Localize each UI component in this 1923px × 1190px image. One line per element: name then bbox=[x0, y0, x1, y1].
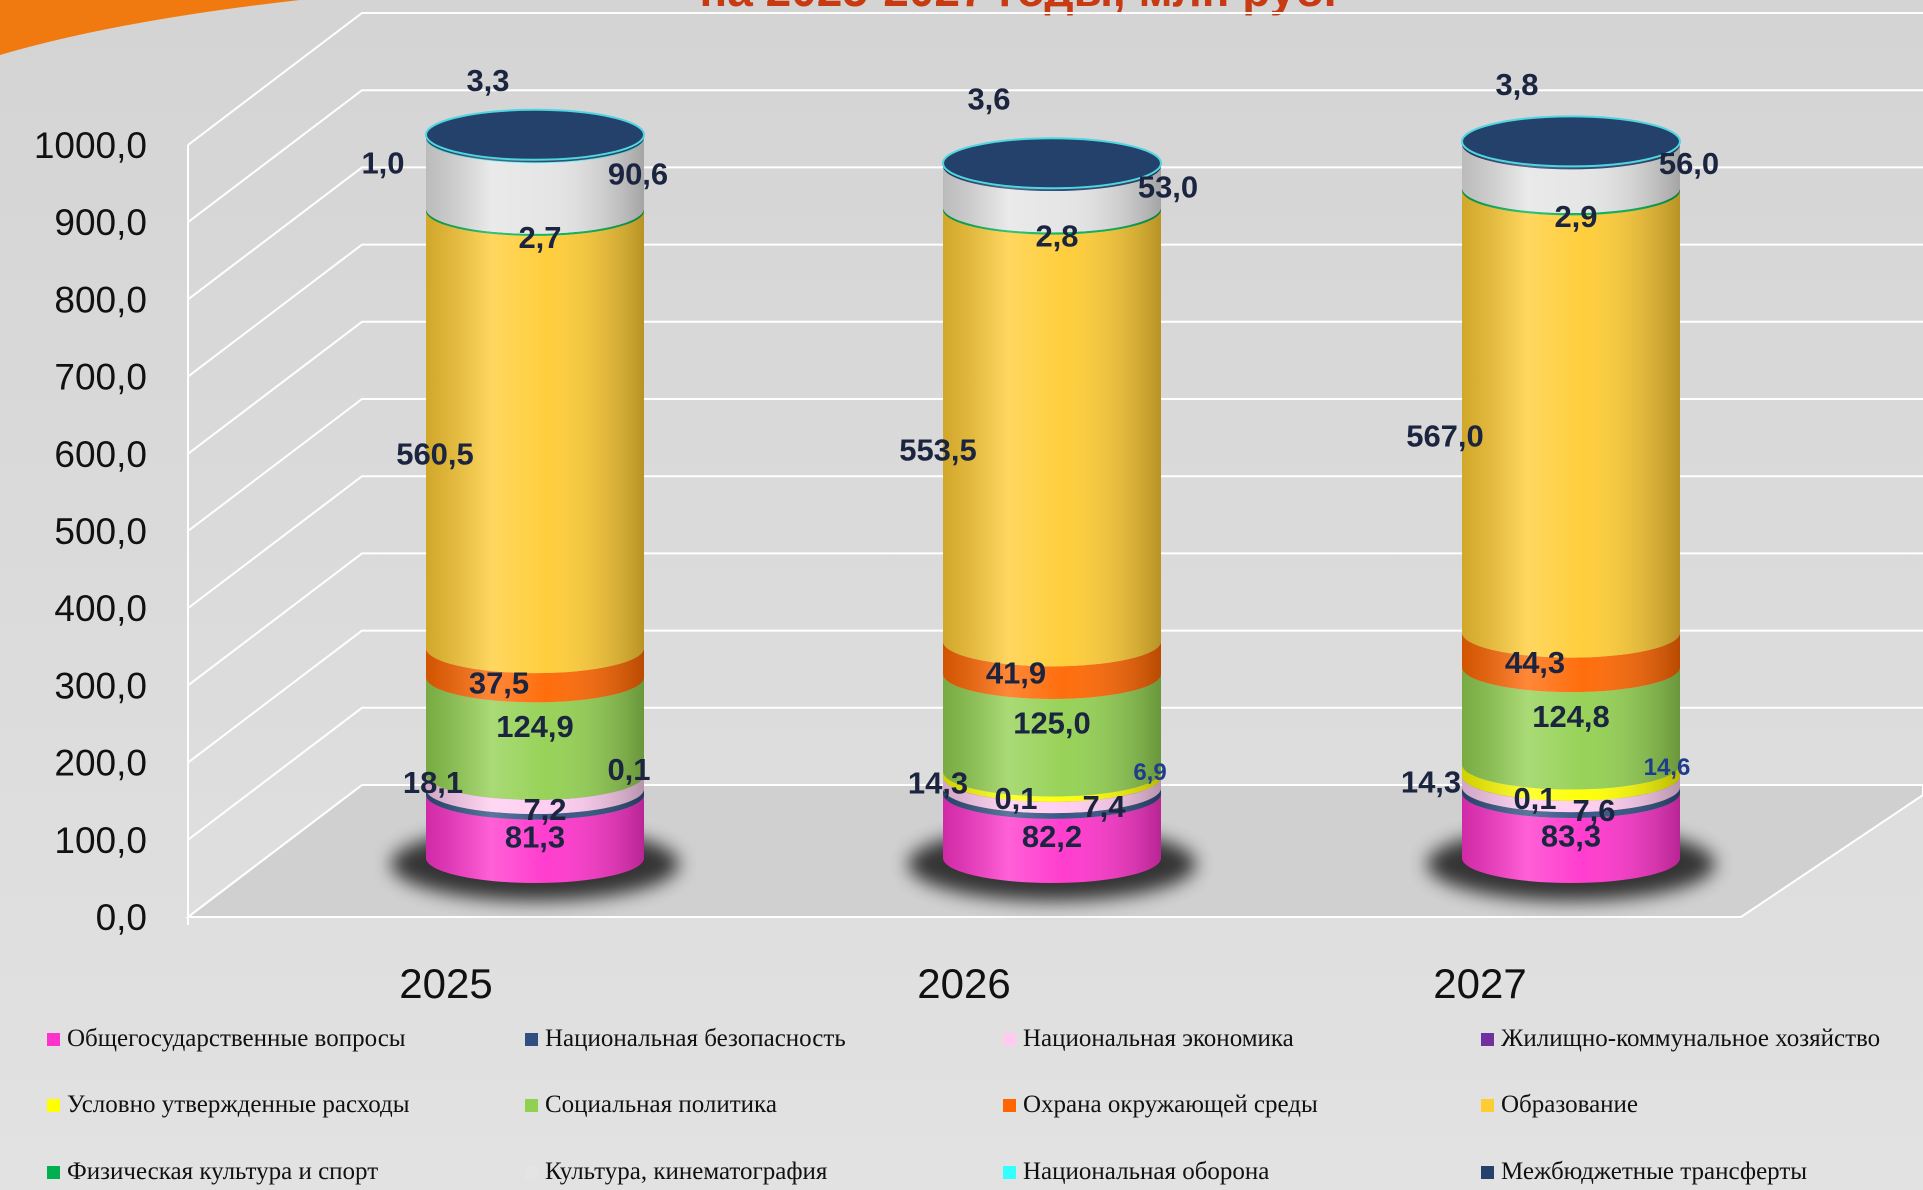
legend-swatch bbox=[47, 1099, 60, 1112]
value-label: 56,0 bbox=[1659, 146, 1719, 181]
y-tick-label: 1000,0 bbox=[34, 125, 147, 166]
cylinder-top bbox=[942, 137, 1162, 190]
value-label: 7,4 bbox=[1082, 789, 1126, 824]
legend-label: Охрана окружающей среды bbox=[1023, 1091, 1318, 1118]
legend-swatch bbox=[525, 1166, 538, 1179]
legend-swatch bbox=[1003, 1166, 1016, 1179]
value-label: 7,6 bbox=[1572, 793, 1615, 828]
y-tick-label: 100,0 bbox=[54, 820, 147, 861]
cylinder-shade bbox=[426, 134, 644, 883]
legend-swatch bbox=[525, 1033, 538, 1046]
grid-line bbox=[187, 243, 1923, 378]
legend-swatch bbox=[1003, 1033, 1016, 1046]
cylinder-shade bbox=[1462, 141, 1680, 883]
value-label: 37,5 bbox=[469, 666, 529, 701]
value-label: 0,1 bbox=[994, 781, 1037, 816]
value-label: 124,8 bbox=[1532, 699, 1610, 734]
value-label: 560,5 bbox=[396, 437, 474, 472]
legend-label: Национальная оборона bbox=[1023, 1158, 1269, 1185]
legend-label: Общегосударственные вопросы bbox=[67, 1025, 406, 1052]
value-label: 14,6 bbox=[1644, 754, 1691, 781]
grid-line bbox=[187, 706, 1923, 841]
cylinders: 2025 2026 2027 bbox=[391, 108, 1715, 1007]
legend-label: Образование bbox=[1501, 1091, 1638, 1118]
legend-label: Условно утвержденные расходы bbox=[67, 1091, 410, 1118]
value-label: 1,0 bbox=[361, 146, 404, 181]
grid-line bbox=[187, 12, 1923, 146]
value-label: 2,9 bbox=[1554, 199, 1597, 234]
decor-swoosh bbox=[0, 0, 300, 55]
value-label: 2,7 bbox=[518, 220, 561, 255]
value-label: 125,0 bbox=[1013, 706, 1091, 741]
legend-swatch bbox=[1003, 1099, 1016, 1112]
value-label: 81,3 bbox=[505, 819, 565, 854]
legend-swatch bbox=[47, 1166, 60, 1179]
cylinder-top bbox=[1461, 115, 1681, 168]
y-tick-label: 0,0 bbox=[96, 897, 147, 938]
value-label: 18,1 bbox=[403, 765, 463, 800]
value-label: 0,1 bbox=[607, 752, 650, 787]
legend-label: Жилищно-коммунальное хозяйство bbox=[1501, 1025, 1880, 1052]
value-label: 41,9 bbox=[986, 656, 1046, 691]
legend-label: Национальная безопасность bbox=[545, 1025, 846, 1052]
value-label: 124,9 bbox=[496, 709, 574, 744]
value-label: 53,0 bbox=[1138, 170, 1198, 205]
y-tick-label: 800,0 bbox=[54, 279, 147, 320]
grid-line bbox=[187, 89, 1923, 223]
y-tick-label: 600,0 bbox=[54, 434, 147, 475]
value-label: 3,6 bbox=[967, 82, 1010, 117]
value-label: 3,8 bbox=[1495, 67, 1538, 102]
legend-label: Культура, кинематография bbox=[545, 1158, 828, 1185]
x-tick-label: 2025 bbox=[399, 960, 492, 1007]
value-label: 0,1 bbox=[1513, 781, 1556, 816]
legend-swatch bbox=[1481, 1099, 1494, 1112]
value-label: 14,3 bbox=[908, 766, 968, 801]
value-label: 44,3 bbox=[1505, 645, 1565, 680]
value-label: 14,3 bbox=[1401, 765, 1461, 800]
legend-label: Национальная экономика bbox=[1023, 1025, 1294, 1052]
y-tick-label: 900,0 bbox=[54, 202, 147, 243]
y-tick-label: 500,0 bbox=[54, 511, 147, 552]
x-tick-label: 2027 bbox=[1433, 960, 1526, 1007]
cylinder-top bbox=[425, 108, 645, 161]
grid-line bbox=[187, 552, 1923, 687]
legend-label: Социальная политика bbox=[545, 1091, 777, 1118]
legend-label: Физическая культура и спорт bbox=[67, 1158, 378, 1185]
value-label: 2,8 bbox=[1035, 218, 1078, 253]
value-label: 82,2 bbox=[1022, 819, 1082, 854]
y-tick-label: 700,0 bbox=[54, 357, 147, 398]
value-label: 567,0 bbox=[1406, 418, 1484, 453]
legend-swatch bbox=[525, 1099, 538, 1112]
y-tick-label: 200,0 bbox=[54, 743, 147, 784]
value-labels: 81,37,2 18,1 0,1 124,9 37,5 560,5 2,7 90,6 1,0 3,… bbox=[361, 63, 1719, 854]
x-tick-label: 2026 bbox=[917, 960, 1010, 1007]
legend-swatch bbox=[47, 1033, 60, 1046]
value-label: 7,2 bbox=[523, 792, 566, 827]
legend: Общегосударственные вопросы Национальная … bbox=[47, 1025, 1880, 1185]
value-label: 553,5 bbox=[899, 432, 977, 467]
grid-line bbox=[187, 320, 1923, 455]
y-tick-label: 400,0 bbox=[54, 588, 147, 629]
grid-line bbox=[187, 629, 1923, 764]
grid-line bbox=[187, 784, 1923, 918]
value-label: 90,6 bbox=[608, 156, 668, 191]
value-label: 83,3 bbox=[1541, 819, 1601, 854]
legend-label: Межбюджетные трансферты bbox=[1501, 1158, 1807, 1185]
grid-line bbox=[187, 398, 1923, 532]
value-label: 6,9 bbox=[1133, 759, 1166, 786]
legend-swatch bbox=[1481, 1166, 1494, 1179]
value-label: 3,3 bbox=[466, 63, 509, 98]
cylinder-shade bbox=[943, 163, 1161, 883]
grid-line bbox=[187, 166, 1923, 301]
legend-swatch bbox=[1481, 1033, 1494, 1046]
grid-line bbox=[187, 475, 1923, 609]
y-tick-label: 300,0 bbox=[54, 665, 147, 706]
